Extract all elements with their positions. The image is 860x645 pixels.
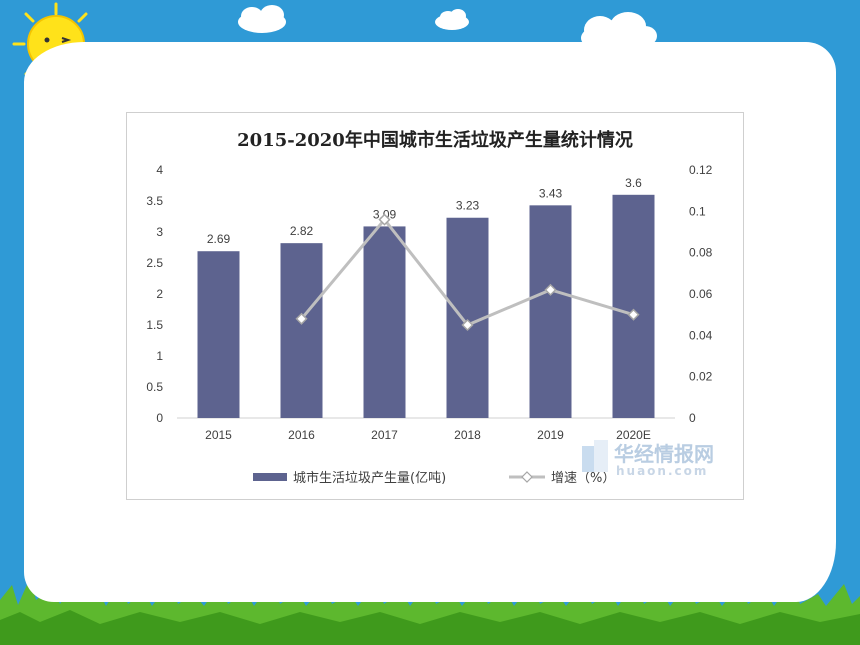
watermark-url: huaon.com [616, 464, 709, 478]
y-right-tick-label: 0.04 [689, 328, 713, 342]
y-left-tick-label: 2.5 [146, 256, 163, 270]
y-left-tick-label: 0 [156, 411, 163, 425]
y-right-tick-label: 0.12 [689, 163, 713, 177]
bar [197, 251, 240, 418]
bar-data-label: 3.43 [539, 186, 563, 200]
bar-data-label: 2.82 [290, 224, 314, 238]
y-left-tick-label: 2 [156, 287, 163, 301]
growth-line-marker [378, 213, 391, 226]
x-tick-label: 2018 [454, 428, 481, 442]
legend-bar-label: 城市生活垃圾产生量(亿吨) [293, 470, 446, 486]
cloud-icon [238, 5, 286, 33]
cloud-icon-small [435, 9, 469, 30]
chart: 2015-2020年中国城市生活垃圾产生量统计情况 0 0.5 1 1.5 2 2.5 3 3… [146, 129, 712, 486]
y-left-tick-label: 1 [156, 349, 163, 363]
chart-title: 2015-2020年中国城市生活垃圾产生量统计情况 [237, 129, 633, 151]
watermark-logo-icon [582, 440, 608, 472]
y-left-tick-label: 3 [156, 225, 163, 239]
y-right-tick-label: 0.02 [689, 370, 713, 384]
chart-frame: 2015-2020年中国城市生活垃圾产生量统计情况 0 0.5 1 1.5 2 2.5 3 3… [126, 112, 744, 500]
y-left-tick-label: 1.5 [146, 318, 163, 332]
watermark: 华经情报网 huaon.com [582, 438, 742, 488]
plot-area: 0 0.5 1 1.5 2 2.5 3 3.5 4 0 0.02 0.04 0.06 0.08 0.1 0.1… [146, 163, 712, 442]
legend-bar-swatch [253, 473, 287, 481]
growth-line-marker [461, 318, 474, 332]
y-right-tick-label: 0.08 [689, 246, 713, 260]
x-tick-label: 2016 [288, 428, 315, 442]
y-left-tick-label: 4 [156, 163, 163, 177]
legend-line-label: 增速（%） [551, 471, 615, 486]
y-right-tick-label: 0.1 [689, 204, 706, 218]
y-right-tick-label: 0.06 [689, 287, 713, 301]
bar-data-label: 2.69 [207, 232, 231, 246]
bar [612, 194, 655, 418]
bar [529, 205, 572, 418]
growth-line-marker [295, 312, 308, 325]
watermark-name: 华经情报网 [614, 442, 714, 466]
legend-line-marker [521, 471, 533, 483]
legend: 城市生活垃圾产生量(亿吨) 增速（%） [253, 470, 615, 486]
bar-data-label: 3.6 [625, 176, 642, 190]
bar [363, 226, 406, 418]
y-left-tick-label: 0.5 [146, 380, 163, 394]
bar [280, 243, 323, 418]
x-tick-label: 2019 [537, 428, 564, 442]
growth-line-marker [627, 308, 640, 321]
x-tick-label: 2020E [616, 428, 651, 442]
x-tick-label: 2015 [205, 428, 232, 442]
bar-data-label: 3.23 [456, 199, 480, 213]
x-tick-label: 2017 [371, 428, 398, 442]
y-left-tick-label: 3.5 [146, 194, 163, 208]
growth-line-marker [544, 283, 557, 296]
y-right-tick-label: 0 [689, 411, 696, 425]
